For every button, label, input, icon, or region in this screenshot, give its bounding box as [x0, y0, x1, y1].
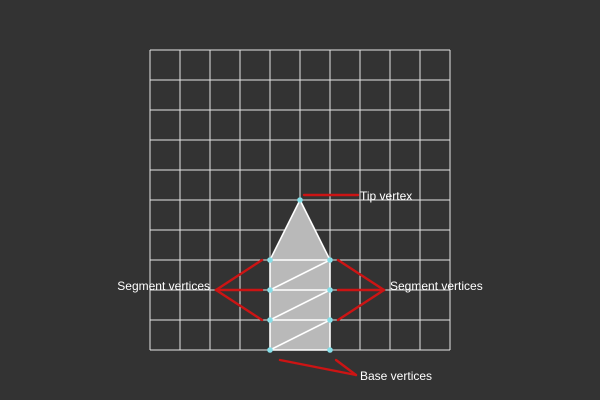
tip-vertex-label: Tip vertex — [360, 189, 412, 203]
segment-left-callout-line-1 — [214, 258, 264, 292]
mesh-edge — [269, 259, 331, 291]
vertex-b_r — [327, 347, 333, 353]
vertex-s3l — [267, 317, 273, 323]
base-callout-line-2 — [334, 358, 358, 377]
vertex-s2r — [327, 287, 333, 293]
segment-right-callout-line-3 — [336, 288, 386, 322]
labels: Tip vertex Segment vertices Segment vert… — [117, 189, 482, 383]
segment-left-callout-line-3 — [214, 288, 264, 322]
vertex-s3r — [327, 317, 333, 323]
segment-vertices-right-label: Segment vertices — [390, 279, 483, 293]
base-vertices-label: Base vertices — [360, 369, 432, 383]
vertex-s1r — [327, 257, 333, 263]
vertex-s2l — [267, 287, 273, 293]
mesh-edge — [299, 199, 331, 261]
mesh-edge — [269, 289, 331, 321]
mesh — [267, 197, 333, 353]
segment-vertices-left-label: Segment vertices — [117, 279, 210, 293]
base-callout-line-1 — [278, 358, 358, 377]
vertex-s1l — [267, 257, 273, 263]
segment-right-callout-line-1 — [336, 258, 386, 292]
mesh-edges — [269, 199, 331, 351]
mesh-vertices — [267, 197, 333, 353]
vertex-b_l — [267, 347, 273, 353]
callouts — [214, 193, 386, 377]
vertex-tip — [297, 197, 303, 203]
mesh-edge — [269, 319, 331, 351]
mesh-edge — [269, 199, 301, 261]
